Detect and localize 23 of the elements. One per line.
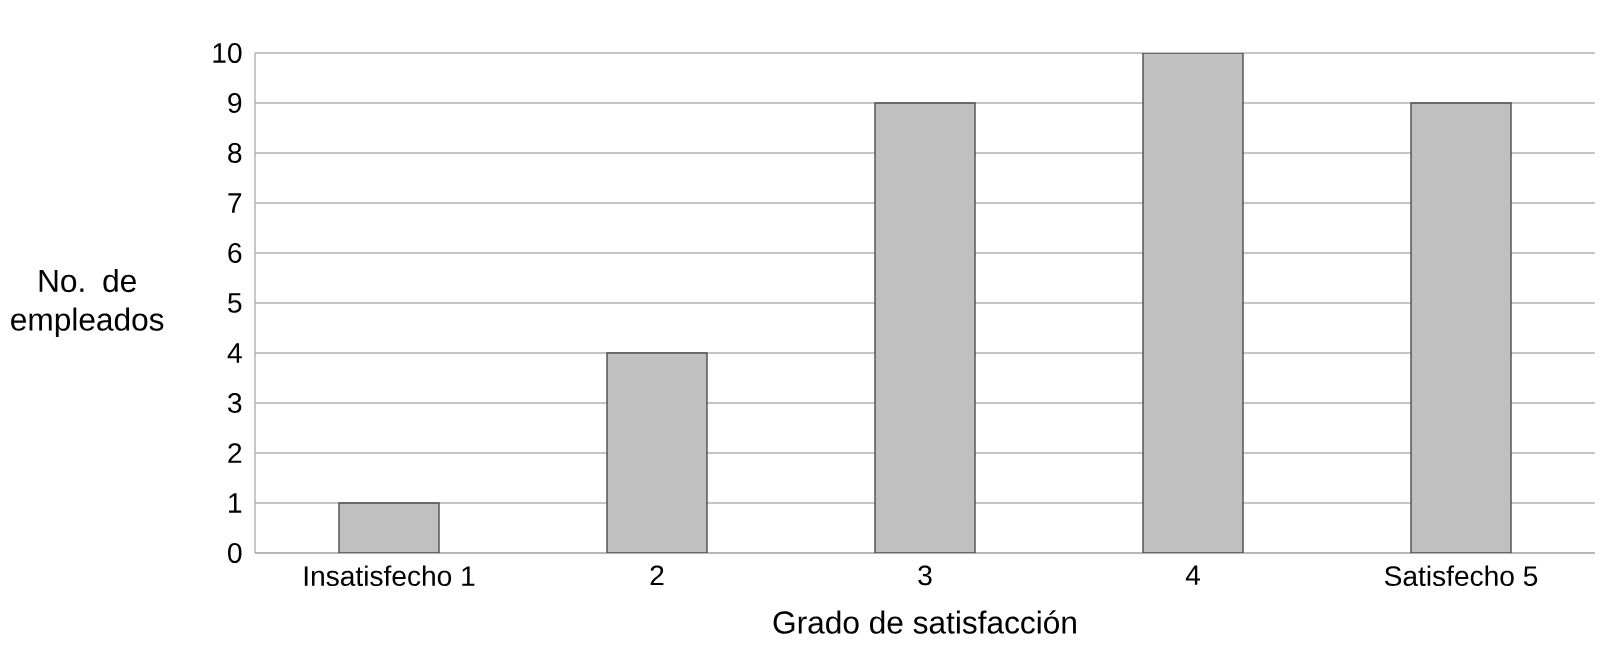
x-tick-label: 3 (918, 565, 932, 586)
x-tick-label: 2 (650, 565, 664, 586)
x-tick-label: Satisfecho 5 (1384, 565, 1538, 587)
y-tick-label: 7 (228, 193, 242, 213)
x-tick-label: 4 (1185, 565, 1201, 585)
y-axis-title: No. de empleados (11, 268, 164, 338)
y-tick-label: 5 (228, 293, 242, 313)
y-tick-label: 3 (228, 393, 242, 413)
y-tick-label: 9 (228, 93, 242, 113)
y-tick-label: 4 (227, 343, 242, 363)
bar (338, 502, 440, 553)
x-tick-label: Insatisfecho 1 (304, 565, 475, 587)
y-tick-label: 6 (228, 243, 242, 263)
x-axis-title: Grado de satisfacción (773, 610, 1076, 634)
y-tick-label: 8 (228, 143, 242, 163)
bar (874, 102, 976, 553)
bar (1410, 102, 1512, 553)
y-tick-label: 1 (229, 493, 242, 513)
bar (1142, 52, 1244, 553)
y-tick-label: 2 (228, 443, 242, 463)
y-tick-label: 0 (228, 543, 242, 563)
bar (606, 352, 708, 553)
y-tick-label: 10 (213, 43, 242, 63)
